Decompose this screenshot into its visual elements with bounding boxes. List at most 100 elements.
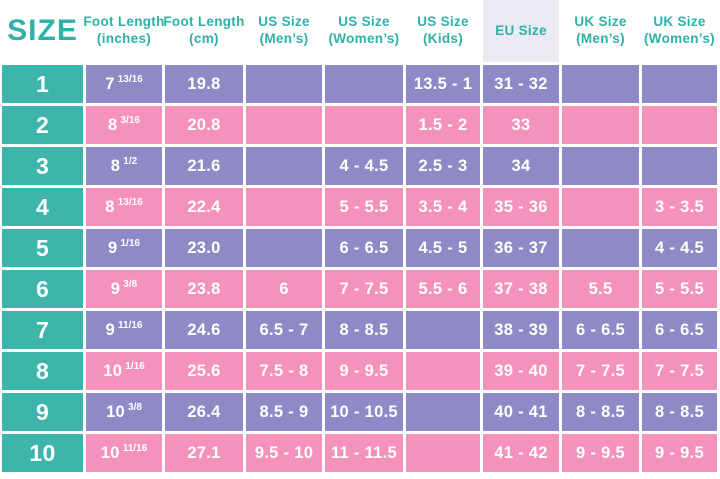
us-mens-cell: [246, 106, 322, 144]
inches-value: 9: [110, 279, 121, 298]
eu-cell: 37 - 38: [483, 270, 559, 308]
uk-womens-cell: 6 - 6.5: [642, 311, 717, 349]
us-mens-cell: 8.5 - 9: [246, 393, 322, 431]
foot-length-inches-cell: 10 3/8: [86, 393, 162, 431]
us-kids-cell: 1.5 - 2: [406, 106, 480, 144]
us-womens-cell: 10 - 10.5: [325, 393, 403, 431]
eu-cell: 40 - 41: [483, 393, 559, 431]
us-womens-cell: 5 - 5.5: [325, 188, 403, 226]
foot-length-inches-cell: 8 1/2: [86, 147, 162, 185]
us-kids-cell: 3.5 - 4: [406, 188, 480, 226]
uk-womens-cell: 8 - 8.5: [642, 393, 717, 431]
inches-fraction: 13/16: [117, 196, 143, 208]
uk-womens-cell: 9 - 9.5: [642, 434, 717, 472]
uk-mens-cell: 5.5: [562, 270, 639, 308]
column-header-label: US Size: [417, 14, 469, 30]
size-cell: 10: [2, 434, 83, 472]
foot-length-cm-cell: 23.8: [165, 270, 243, 308]
column-header-us-size-mens: US Size (Men’s): [246, 0, 322, 62]
foot-length-cm-cell: 24.6: [165, 311, 243, 349]
foot-length-cm-cell: 27.1: [165, 434, 243, 472]
column-header-label: Foot Length: [163, 14, 245, 30]
column-header-foot-length-cm: Foot Length (cm): [163, 0, 245, 62]
uk-mens-cell: 7 - 7.5: [562, 352, 639, 390]
uk-mens-cell: 6 - 6.5: [562, 311, 639, 349]
column-header-sublabel: (Women’s): [644, 31, 715, 46]
foot-length-cm-cell: 23.0: [165, 229, 243, 267]
inches-value: 9: [105, 320, 115, 339]
us-kids-cell: 5.5 - 6: [406, 270, 480, 308]
us-womens-cell: 6 - 6.5: [325, 229, 403, 267]
eu-cell: 35 - 36: [483, 188, 559, 226]
inches-fraction: 3/8: [123, 278, 138, 290]
column-header-us-size-womens: US Size (Women’s): [325, 0, 403, 62]
inches-fraction: 11/16: [122, 442, 148, 454]
foot-length-inches-cell: 7 13/16: [86, 65, 162, 103]
size-cell: 6: [2, 270, 83, 308]
inches-fraction: 1/16: [125, 360, 145, 372]
column-header-sublabel: (cm): [189, 31, 219, 46]
size-cell: 9: [2, 393, 83, 431]
foot-length-cm-cell: 19.8: [165, 65, 243, 103]
uk-mens-cell: 8 - 8.5: [562, 393, 639, 431]
foot-length-inches-cell: 9 11/16: [86, 311, 162, 349]
foot-length-inches-cell: 9 1/16: [86, 229, 162, 267]
eu-cell: 31 - 32: [483, 65, 559, 103]
column-header-sublabel: (Women’s): [328, 31, 400, 46]
uk-womens-cell: [642, 65, 717, 103]
column-header-label: UK Size: [574, 14, 627, 30]
column-header-sublabel: (Men’s): [576, 31, 625, 46]
us-mens-cell: [246, 188, 322, 226]
uk-womens-cell: [642, 147, 717, 185]
us-womens-cell: 8 - 8.5: [325, 311, 403, 349]
us-kids-cell: [406, 311, 480, 349]
us-womens-cell: 7 - 7.5: [325, 270, 403, 308]
inches-fraction: 1/2: [123, 155, 138, 167]
inches-value: 10: [100, 443, 120, 462]
foot-length-cm-cell: 20.8: [165, 106, 243, 144]
column-header-sublabel: (inches): [96, 31, 152, 46]
inches-fraction: 3/16: [120, 114, 140, 126]
foot-length-inches-cell: 9 3/8: [86, 270, 162, 308]
eu-cell: 33: [483, 106, 559, 144]
inches-value: 8: [108, 115, 118, 134]
us-womens-cell: [325, 106, 403, 144]
inches-fraction: 1/16: [120, 237, 140, 249]
us-mens-cell: [246, 65, 322, 103]
us-mens-cell: 6.5 - 7: [246, 311, 322, 349]
column-header-uk-size-womens: UK Size (Women’s): [642, 0, 717, 62]
inches-value: 10: [106, 402, 126, 421]
us-kids-cell: [406, 393, 480, 431]
us-kids-cell: [406, 352, 480, 390]
foot-length-cm-cell: 26.4: [165, 393, 243, 431]
column-header-label: US Size: [338, 14, 390, 30]
foot-length-inches-cell: 10 1/16: [86, 352, 162, 390]
page-title: SIZE: [7, 14, 78, 47]
uk-womens-cell: [642, 106, 717, 144]
size-cell: 4: [2, 188, 83, 226]
inches-fraction: 3/8: [128, 401, 142, 413]
column-header-sublabel: (Men’s): [259, 31, 309, 46]
size-cell: 2: [2, 106, 83, 144]
foot-length-inches-cell: 8 13/16: [86, 188, 162, 226]
us-mens-cell: [246, 147, 322, 185]
inches-value: 8: [110, 156, 121, 175]
us-mens-cell: 7.5 - 8: [246, 352, 322, 390]
eu-cell: 36 - 37: [483, 229, 559, 267]
us-mens-cell: 6: [246, 270, 322, 308]
size-cell: 5: [2, 229, 83, 267]
uk-mens-cell: [562, 188, 639, 226]
eu-cell: 41 - 42: [483, 434, 559, 472]
us-mens-cell: [246, 229, 322, 267]
us-womens-cell: 11 - 11.5: [325, 434, 403, 472]
size-cell: 8: [2, 352, 83, 390]
size-cell: 3: [2, 147, 83, 185]
us-kids-cell: 4.5 - 5: [406, 229, 480, 267]
column-header-us-size-kids: US Size (Kids): [406, 0, 480, 62]
uk-womens-cell: 7 - 7.5: [642, 352, 717, 390]
column-header-eu-size: EU Size: [483, 0, 559, 62]
eu-cell: 39 - 40: [483, 352, 559, 390]
column-header-label: UK Size: [653, 14, 706, 30]
uk-mens-cell: [562, 65, 639, 103]
